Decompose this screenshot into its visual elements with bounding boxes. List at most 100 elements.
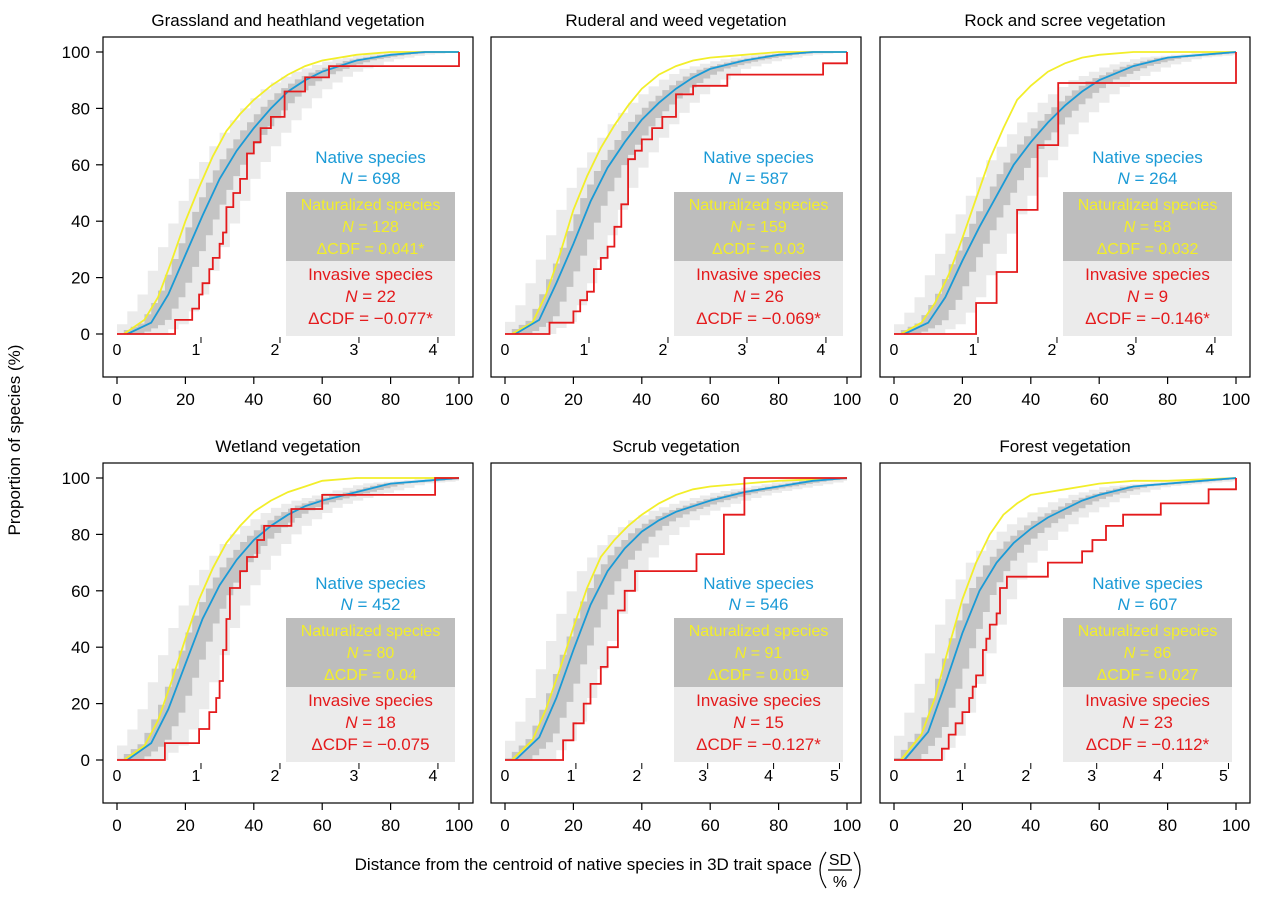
sd-tick-label: 3 [698, 768, 707, 785]
sd-tick-label: 0 [501, 768, 510, 785]
x-tick-label: 0 [889, 390, 898, 409]
naturalized-legend-box [286, 192, 455, 261]
naturalized-legend-box [674, 618, 843, 687]
sd-tick-label: 0 [113, 768, 122, 785]
panel-frame [102, 36, 474, 378]
invasive-legend-dcdf: ΔCDF = −0.075 [311, 735, 429, 754]
confidence-band-outer [894, 52, 1236, 334]
naturalized-legend-dcdf: ΔCDF = 0.03 [712, 241, 805, 258]
naturalized-legend-n: N = 80 [347, 645, 395, 662]
invasive-legend-box [1063, 687, 1232, 762]
confidence-band-inner [505, 52, 847, 334]
x-tick-label: 40 [1021, 816, 1040, 835]
native-legend-label: Native species [703, 574, 814, 593]
panel-frame [490, 462, 862, 804]
x-tick-label: 100 [445, 390, 473, 409]
native-legend-n: N = 698 [340, 169, 400, 188]
invasive-legend-label: Invasive species [308, 265, 433, 284]
panel-6: Forest vegetation Native species N = 607 Na… [879, 437, 1251, 835]
y-tick-label: 0 [81, 751, 90, 770]
sd-tick-label: 1 [955, 768, 964, 785]
sd-tick-label: 1 [192, 768, 201, 785]
naturalized-legend-n: N = 86 [1124, 645, 1172, 662]
native-legend-n: N = 587 [728, 169, 788, 188]
x-tick-label: 0 [112, 390, 121, 409]
invasive-legend-n: N = 18 [345, 713, 396, 732]
invasive-series-line [117, 52, 460, 335]
y-tick-label: 20 [71, 695, 90, 714]
x-tick-label: 20 [564, 390, 583, 409]
naturalized-legend-n: N = 128 [342, 219, 399, 236]
panel-4: Wetland vegetation Native species N = 452 N… [62, 437, 474, 835]
naturalized-legend-box [674, 192, 843, 261]
fraction-denominator: % [833, 874, 847, 891]
naturalized-legend-n: N = 58 [1124, 219, 1172, 236]
naturalized-legend-n: N = 159 [730, 219, 787, 236]
native-legend-label: Native species [1092, 574, 1203, 593]
x-tick-label: 0 [500, 816, 509, 835]
invasive-legend-n: N = 26 [733, 287, 784, 306]
y-tick-label: 20 [71, 269, 90, 288]
x-tick-label: 40 [244, 816, 263, 835]
y-axis-label: Proportion of species (%) [8, 345, 24, 536]
invasive-legend-n: N = 9 [1127, 287, 1168, 306]
sd-tick-label: 2 [1021, 768, 1030, 785]
panel-title: Ruderal and weed vegetation [565, 11, 786, 30]
sd-tick-label: 3 [1126, 342, 1135, 359]
x-tick-label: 60 [701, 390, 720, 409]
invasive-legend-label: Invasive species [696, 691, 821, 710]
naturalized-legend-dcdf: ΔCDF = 0.041* [316, 241, 424, 258]
x-tick-label: 40 [244, 390, 263, 409]
sd-tick-label: 1 [566, 768, 575, 785]
invasive-legend-dcdf: ΔCDF = −0.112* [1086, 735, 1210, 754]
native-legend-n: N = 607 [1117, 595, 1177, 614]
native-legend-n: N = 264 [1117, 169, 1177, 188]
sd-tick-label: 2 [632, 768, 641, 785]
x-tick-label: 60 [313, 390, 332, 409]
x-tick-label: 100 [445, 816, 473, 835]
x-tick-label: 100 [833, 816, 861, 835]
invasive-legend-dcdf: ΔCDF = −0.077* [308, 309, 433, 328]
sd-tick-label: 3 [349, 768, 358, 785]
y-axis-label-svg: Proportion of species (%) [5, 345, 24, 536]
panel-1: Grassland and heathland vegetation Native… [62, 11, 474, 409]
invasive-series-line [505, 52, 848, 335]
native-series-line [903, 51, 1237, 335]
y-axis-label-container: Proportion of species (%) [5, 0, 28, 910]
panel-3: Rock and scree vegetation Native species N… [879, 11, 1251, 409]
naturalized-legend-n: N = 91 [735, 645, 783, 662]
native-legend-label: Native species [315, 574, 426, 593]
naturalized-series-line [123, 477, 459, 761]
y-tick-label: 60 [71, 582, 90, 601]
invasive-legend-dcdf: ΔCDF = −0.127* [696, 735, 821, 754]
x-axis-label-container: Distance from the centroid of native spe… [0, 850, 1263, 910]
invasive-legend-n: N = 23 [1122, 713, 1173, 732]
sd-tick-label: 3 [1087, 768, 1096, 785]
confidence-band-outer [117, 52, 459, 334]
invasive-legend-dcdf: ΔCDF = −0.146* [1085, 309, 1210, 328]
x-tick-label: 60 [1090, 390, 1109, 409]
naturalized-series-line [900, 477, 1237, 761]
sd-tick-label: 2 [271, 342, 280, 359]
naturalized-legend-dcdf: ΔCDF = 0.04 [324, 667, 417, 684]
confidence-band-outer [117, 478, 459, 760]
x-tick-label: 100 [1222, 816, 1250, 835]
sd-tick-label: 4 [1205, 342, 1214, 359]
sd-tick-label: 4 [816, 342, 825, 359]
confidence-band-inner [505, 478, 847, 760]
sd-tick-label: 0 [890, 768, 899, 785]
panel-title: Rock and scree vegetation [964, 11, 1165, 30]
naturalized-series-line [123, 51, 459, 335]
invasive-legend-n: N = 22 [345, 287, 396, 306]
x-tick-label: 60 [701, 816, 720, 835]
y-tick-label: 40 [71, 638, 90, 657]
panel-frame [879, 462, 1251, 804]
x-tick-label: 20 [564, 816, 583, 835]
naturalized-legend-label: Naturalized species [301, 197, 441, 214]
y-tick-label: 0 [81, 325, 90, 344]
confidence-band-inner [117, 52, 459, 334]
native-legend-n: N = 452 [340, 595, 400, 614]
sd-tick-label: 0 [113, 342, 122, 359]
naturalized-legend-box [1063, 192, 1232, 261]
